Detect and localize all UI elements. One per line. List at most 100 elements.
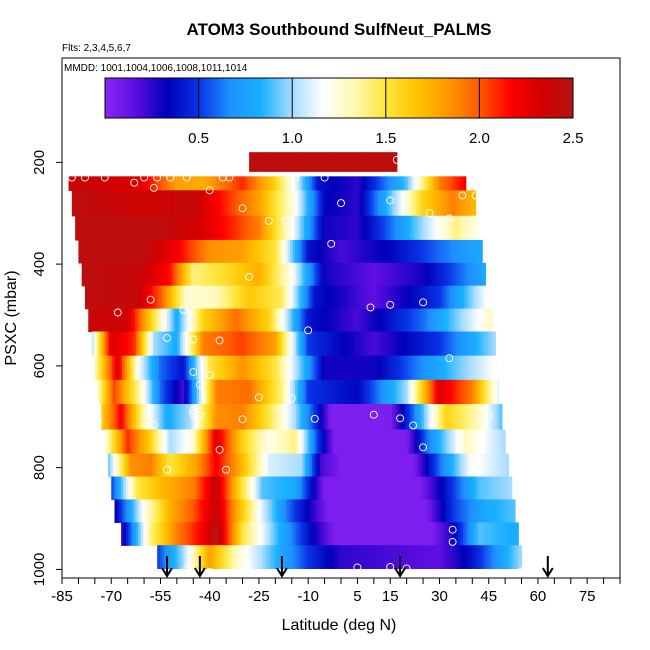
heatmap-cell	[332, 262, 336, 287]
heatmap-cell	[328, 285, 332, 310]
heatmap-cell	[200, 355, 204, 381]
heatmap-cell	[223, 453, 227, 478]
heatmap-cell	[387, 499, 391, 523]
heatmap-cell	[460, 262, 464, 287]
heatmap-cell	[231, 190, 235, 217]
heatmap-cell	[240, 379, 244, 405]
heatmap-cell	[387, 285, 391, 310]
heatmap-cell	[395, 379, 400, 405]
heatmap-cell	[163, 285, 167, 310]
heatmap-cell	[179, 308, 183, 333]
heatmap-cell	[184, 308, 188, 333]
heatmap-cell	[316, 285, 320, 310]
heatmap-cell	[409, 285, 413, 310]
heatmap-cell	[404, 331, 408, 357]
heatmap-cell	[246, 476, 250, 501]
heatmap-cell	[370, 285, 374, 310]
heatmap-cell	[344, 379, 348, 405]
heatmap-cell	[398, 176, 402, 191]
heatmap-cell	[404, 190, 408, 217]
heatmap-cell	[398, 239, 402, 264]
heatmap-cell	[502, 522, 506, 546]
heatmap-cell	[341, 239, 345, 264]
heatmap-cell	[263, 331, 267, 357]
heatmap-cell	[167, 176, 171, 191]
heatmap-cell	[121, 522, 125, 546]
heatmap-cell	[205, 285, 209, 310]
heatmap-cell	[408, 239, 412, 264]
heatmap-cell	[425, 239, 429, 264]
heatmap-cell	[315, 522, 319, 546]
sample-point	[471, 191, 480, 200]
heatmap-cell	[386, 262, 391, 287]
heatmap-cell	[388, 308, 392, 333]
heatmap-cell	[254, 262, 258, 287]
heatmap-cell	[386, 331, 391, 357]
heatmap-cell	[505, 522, 509, 546]
heatmap-cell	[470, 404, 474, 431]
heatmap-cell	[340, 476, 344, 501]
heatmap-cell	[162, 239, 166, 264]
heatmap-cell	[115, 379, 119, 405]
heatmap-cell	[114, 355, 118, 381]
heatmap-cell	[322, 190, 327, 217]
heatmap-cell	[180, 215, 185, 241]
heatmap-cell	[316, 355, 320, 381]
heatmap-cell	[206, 308, 210, 333]
heatmap-cell	[442, 453, 446, 478]
heatmap-cell	[326, 285, 330, 310]
heatmap-cell	[210, 285, 214, 310]
heatmap-cell	[254, 215, 258, 241]
heatmap-cell	[361, 176, 365, 191]
heatmap-cell	[258, 331, 262, 357]
colorbar-gradient	[104, 77, 574, 119]
sample-point	[451, 570, 460, 578]
heatmap-cell	[377, 355, 381, 381]
heatmap-cell	[446, 331, 450, 357]
heatmap-cell	[239, 331, 243, 357]
heatmap-cell	[184, 379, 188, 405]
heatmap-cell	[130, 331, 134, 357]
heatmap-cell	[416, 476, 420, 501]
heatmap-cell	[231, 176, 235, 191]
heatmap-cell	[286, 285, 290, 310]
heatmap-cell	[174, 239, 178, 264]
heatmap-cell	[185, 355, 189, 381]
heatmap-cell	[158, 499, 162, 523]
heatmap-cell	[408, 176, 412, 191]
heatmap-cell	[139, 285, 143, 310]
heatmap-cell	[384, 152, 388, 172]
heatmap-cell	[163, 429, 167, 455]
heatmap-cell	[310, 262, 314, 287]
heatmap-cell	[256, 476, 260, 501]
heatmap-cell	[129, 355, 133, 381]
heatmap-cell	[472, 545, 476, 569]
heatmap-cell	[110, 453, 114, 478]
heatmap-cell	[168, 355, 172, 381]
heatmap-cell	[321, 355, 325, 381]
heatmap-cell	[228, 308, 232, 333]
heatmap-cell	[486, 355, 490, 381]
heatmap-cell	[423, 239, 427, 264]
heatmap-cell	[254, 522, 258, 546]
heatmap-cell	[478, 262, 482, 287]
heatmap-cell	[304, 308, 308, 333]
heatmap-cell	[391, 453, 395, 478]
heatmap-cell	[221, 379, 225, 405]
sample-point	[287, 394, 296, 403]
heatmap-cell	[366, 239, 370, 264]
x-tick-label: -40	[199, 588, 221, 605]
heatmap-cell	[414, 429, 418, 455]
heatmap-cell	[344, 545, 348, 569]
heatmap-cell	[141, 285, 145, 310]
heatmap-cell	[442, 308, 446, 333]
heatmap-cell	[158, 285, 162, 310]
heatmap-cell	[410, 453, 414, 478]
heatmap-cell	[382, 355, 386, 381]
heatmap-cell	[513, 499, 516, 523]
heatmap-cell	[379, 404, 383, 431]
heatmap-cell	[282, 453, 286, 478]
heatmap-cell	[347, 152, 351, 172]
heatmap-cell	[276, 190, 280, 217]
heatmap-cell	[289, 499, 293, 523]
